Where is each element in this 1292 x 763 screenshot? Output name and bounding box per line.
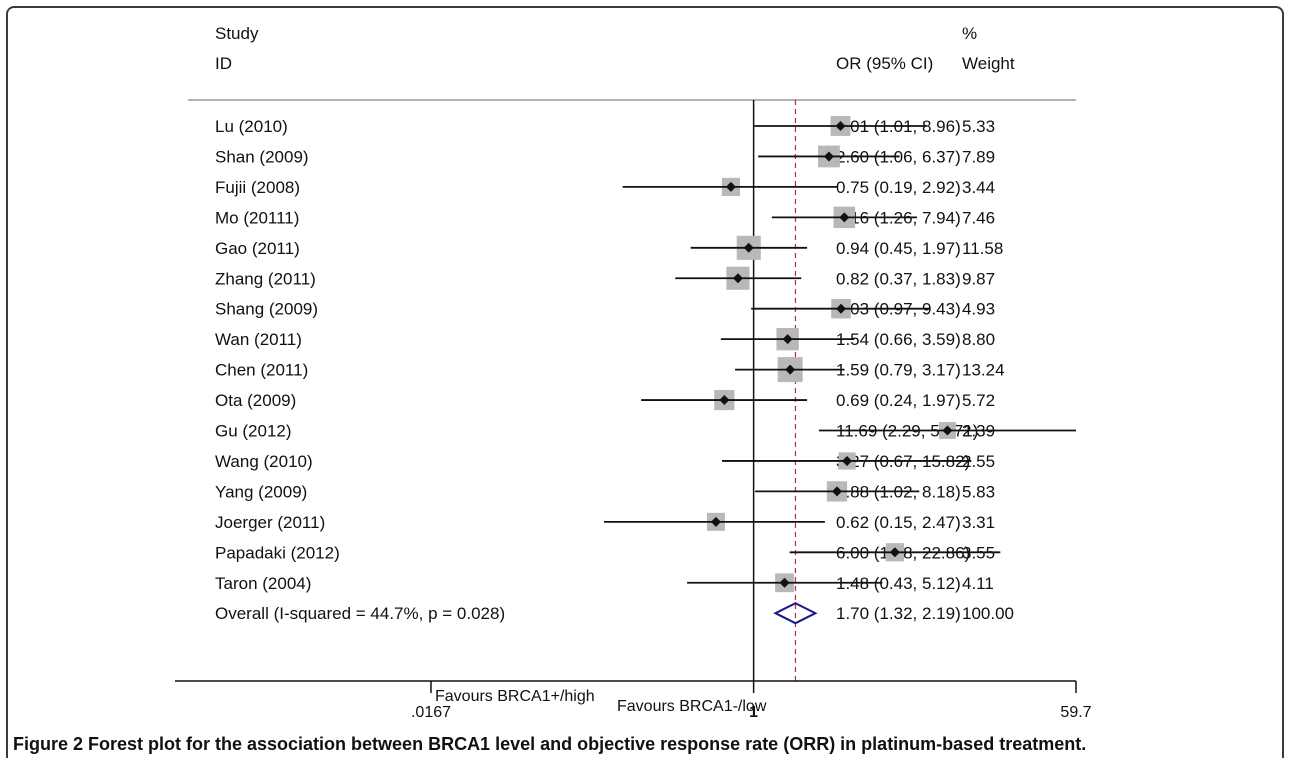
- overall-diamond: [773, 602, 818, 625]
- study-or-ci: 1.54 (0.66, 3.59): [836, 330, 961, 349]
- study-point-estimate: [842, 455, 853, 466]
- study-point-estimate: [832, 486, 843, 497]
- study-weight: 3.44: [962, 178, 995, 197]
- study-label: Mo (20111): [215, 208, 299, 227]
- study-point-estimate: [779, 577, 790, 588]
- study-weight: 5.72: [962, 391, 995, 410]
- study-weight: 5.33: [962, 117, 995, 136]
- x-tick-label: .0167: [411, 704, 451, 721]
- figure-number: Figure 2: [13, 734, 84, 754]
- favours-left-label: Favours BRCA1+/high: [435, 688, 595, 705]
- study-label: Fujii (2008): [215, 178, 300, 197]
- study-or-ci: 0.94 (0.45, 1.97): [836, 239, 961, 258]
- study-label: Gao (2011): [215, 239, 300, 258]
- study-label: Wan (2011): [215, 330, 302, 349]
- study-point-estimate: [782, 334, 793, 345]
- study-label: Joerger (2011): [215, 513, 325, 532]
- study-point-estimate: [836, 303, 847, 314]
- header-id: ID: [215, 54, 232, 73]
- header-weight-percent: %: [962, 24, 977, 43]
- figure-caption: Figure 2 Forest plot for the association…: [13, 734, 1283, 755]
- study-label: Lu (2010): [215, 117, 288, 136]
- study-weight: 7.46: [962, 208, 995, 227]
- study-label: Papadaki (2012): [215, 543, 340, 562]
- study-point-estimate: [732, 273, 743, 284]
- study-point-estimate: [725, 181, 736, 192]
- study-weight: 5.83: [962, 482, 995, 501]
- overall-weight: 100.00: [962, 604, 1014, 623]
- study-point-estimate: [889, 547, 900, 558]
- study-or-ci: 1.59 (0.79, 3.17): [836, 361, 961, 380]
- study-weight: 9.87: [962, 269, 995, 288]
- study-point-estimate: [710, 516, 721, 527]
- study-point-estimate: [835, 121, 846, 131]
- study-weight: 3.31: [962, 513, 995, 532]
- study-label: Wang (2010): [215, 452, 313, 471]
- study-weight: 7.89: [962, 147, 995, 166]
- study-weight: 13.24: [962, 361, 1005, 380]
- study-weight: 2.55: [962, 452, 995, 471]
- header-or-ci: OR (95% CI): [836, 54, 933, 73]
- study-label: Taron (2004): [215, 574, 311, 593]
- study-point-estimate: [743, 242, 754, 253]
- study-weight: 4.93: [962, 300, 995, 319]
- study-or-ci: 0.75 (0.19, 2.92): [836, 178, 961, 197]
- study-point-estimate: [823, 151, 834, 162]
- study-weight: 4.11: [962, 574, 994, 593]
- study-label: Shan (2009): [215, 147, 309, 166]
- header-study: Study: [215, 24, 259, 43]
- study-weight: 8.80: [962, 330, 995, 349]
- study-or-ci: 0.62 (0.15, 2.47): [836, 513, 961, 532]
- study-label: Zhang (2011): [215, 269, 316, 288]
- header-weight: Weight: [962, 54, 1015, 73]
- study-point-estimate: [785, 364, 796, 375]
- study-or-ci: 1.48 (0.43, 5.12): [836, 574, 961, 593]
- study-weight: 11.58: [962, 239, 1003, 258]
- study-point-estimate: [839, 212, 850, 223]
- study-or-ci: 0.69 (0.24, 1.97): [836, 391, 961, 410]
- study-point-estimate: [719, 395, 730, 406]
- axis-layer: .0167 1 59.7: [411, 681, 1092, 721]
- figure-frame: [6, 6, 1284, 758]
- overall-label: Overall (I-squared = 44.7%, p = 0.028): [215, 604, 505, 623]
- overall-or-ci: 1.70 (1.32, 2.19): [836, 604, 961, 623]
- study-label: Ota (2009): [215, 391, 296, 410]
- figure-caption-text: Forest plot for the association between …: [83, 734, 1087, 754]
- x-tick-label: 1: [749, 704, 758, 721]
- study-label: Shang (2009): [215, 300, 318, 319]
- study-label: Yang (2009): [215, 482, 307, 501]
- study-label: Chen (2011): [215, 361, 308, 380]
- favours-right-label: Favours BRCA1-/low: [617, 698, 767, 715]
- x-tick-label: 59.7: [1060, 704, 1091, 721]
- study-label: Gu (2012): [215, 422, 292, 441]
- study-or-ci: 0.82 (0.37, 1.83): [836, 269, 961, 288]
- study-point-estimate: [942, 425, 953, 436]
